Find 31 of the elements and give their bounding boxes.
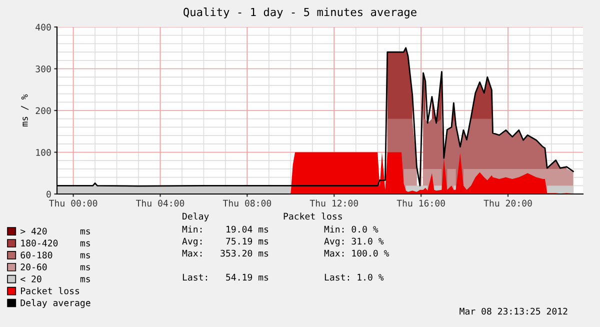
legend-label: Packet loss	[21, 287, 80, 294]
text: Last: 1.0 %	[324, 274, 384, 281]
text: Max: 353.20 ms	[182, 250, 268, 257]
text: Mar 08 23:13:25 2012	[460, 308, 568, 315]
y-tick-label: 300	[36, 66, 51, 72]
text: Min: 0.0 %	[324, 226, 378, 233]
text: Delay	[182, 212, 209, 222]
x-tick-label: Thu 16:00	[396, 200, 445, 207]
y-tick-label: 200	[36, 107, 51, 114]
y-tick-label: 400	[36, 24, 51, 31]
legend-label: < 20 ms	[20, 276, 90, 282]
legend-label: Delay average	[20, 299, 90, 308]
legend-label: 20-60 ms	[20, 264, 90, 270]
text: Min: 19.04 ms	[182, 226, 268, 233]
text: Max: 100.0 %	[324, 250, 390, 257]
legend-label: > 420 ms	[20, 228, 90, 235]
y-axis-title: ms / %	[21, 94, 29, 126]
x-tick-label: Thu 20:00	[484, 200, 532, 207]
y-tick-label: 100	[36, 149, 51, 156]
y-tick-label: 0	[46, 190, 51, 198]
text: Avg: 31.0 %	[324, 238, 384, 246]
chart-title: Quality - 1 day - 5 minutes average	[184, 8, 416, 18]
legend-label: 180-420 ms	[21, 240, 90, 246]
text: Last: 54.19 ms	[182, 274, 268, 281]
x-tick-label: Thu 00:00	[49, 200, 98, 207]
x-tick-label: Thu 04:00	[136, 200, 184, 207]
x-tick-label: Thu 12:00	[310, 200, 358, 207]
x-tick-label: Thu 08:00	[222, 200, 272, 207]
legend-label: 60-180 ms	[20, 252, 90, 258]
text: Avg: 75.19 ms	[182, 238, 268, 246]
text: Packet loss	[284, 212, 342, 220]
